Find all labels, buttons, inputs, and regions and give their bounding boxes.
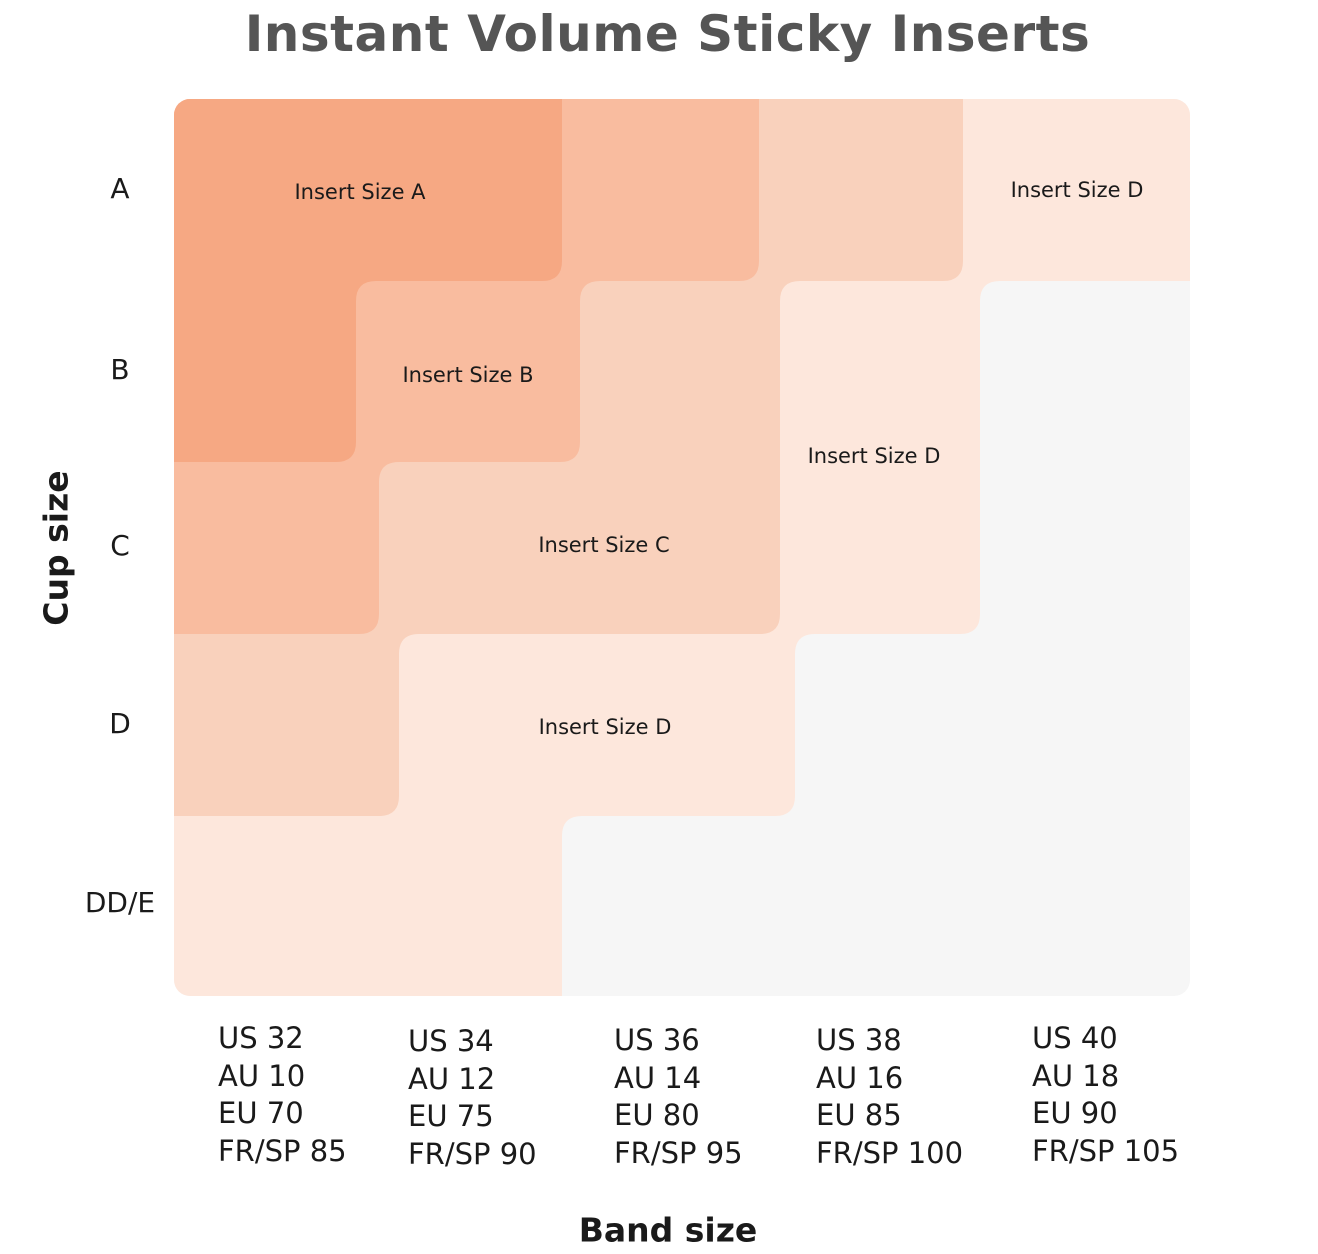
zone-label-d-mid: Insert Size D	[807, 444, 941, 468]
band-eu: EU 75	[408, 1099, 494, 1133]
cup-label-c: C	[110, 529, 130, 562]
size-zones	[174, 99, 1190, 996]
x-axis-label: Band size	[578, 1210, 758, 1250]
band-us: US 38	[816, 1023, 902, 1057]
band-frsp: FR/SP 100	[816, 1135, 964, 1170]
cup-label-d: D	[109, 707, 131, 740]
size-grid	[174, 99, 1190, 996]
band-au: AU 10	[218, 1058, 306, 1093]
band-frsp: FR/SP 95	[614, 1135, 743, 1170]
zone-label-a: Insert Size A	[294, 180, 426, 204]
band-frsp: FR/SP 105	[1032, 1133, 1180, 1168]
chart-title: Instant Volume Sticky Inserts	[244, 5, 1091, 63]
band-size-us34: US 34 AU 12 EU 75 FR/SP 90	[408, 1023, 537, 1173]
band-eu: EU 80	[614, 1098, 700, 1132]
y-axis-label: Cup size	[36, 470, 76, 626]
band-us: US 40	[1032, 1021, 1118, 1055]
zone-label-d-top: Insert Size D	[1010, 178, 1144, 202]
band-au: AU 16	[816, 1060, 904, 1095]
band-us: US 36	[614, 1023, 700, 1057]
band-eu: EU 70	[218, 1096, 304, 1130]
band-au: AU 14	[614, 1060, 702, 1095]
band-size-us40: US 40 AU 18 EU 90 FR/SP 105	[1032, 1020, 1179, 1170]
band-eu: EU 85	[816, 1098, 902, 1132]
zone-label-d-bottom: Insert Size D	[538, 715, 672, 739]
zone-label-b: Insert Size B	[402, 363, 534, 387]
cup-label-b: B	[110, 353, 130, 386]
band-au: AU 12	[408, 1061, 496, 1096]
zone-a	[174, 99, 562, 462]
band-size-us38: US 38 AU 16 EU 85 FR/SP 100	[816, 1022, 963, 1172]
band-frsp: FR/SP 85	[218, 1133, 347, 1168]
band-size-us36: US 36 AU 14 EU 80 FR/SP 95	[614, 1022, 743, 1172]
cup-label-a: A	[110, 172, 130, 205]
band-au: AU 18	[1032, 1058, 1120, 1093]
band-eu: EU 90	[1032, 1096, 1118, 1130]
band-size-us32: US 32 AU 10 EU 70 FR/SP 85	[218, 1020, 347, 1170]
band-us: US 32	[218, 1021, 304, 1055]
cup-label-dde: DD/E	[84, 886, 156, 919]
band-us: US 34	[408, 1024, 494, 1058]
zone-label-c: Insert Size C	[538, 533, 670, 557]
band-frsp: FR/SP 90	[408, 1136, 537, 1171]
